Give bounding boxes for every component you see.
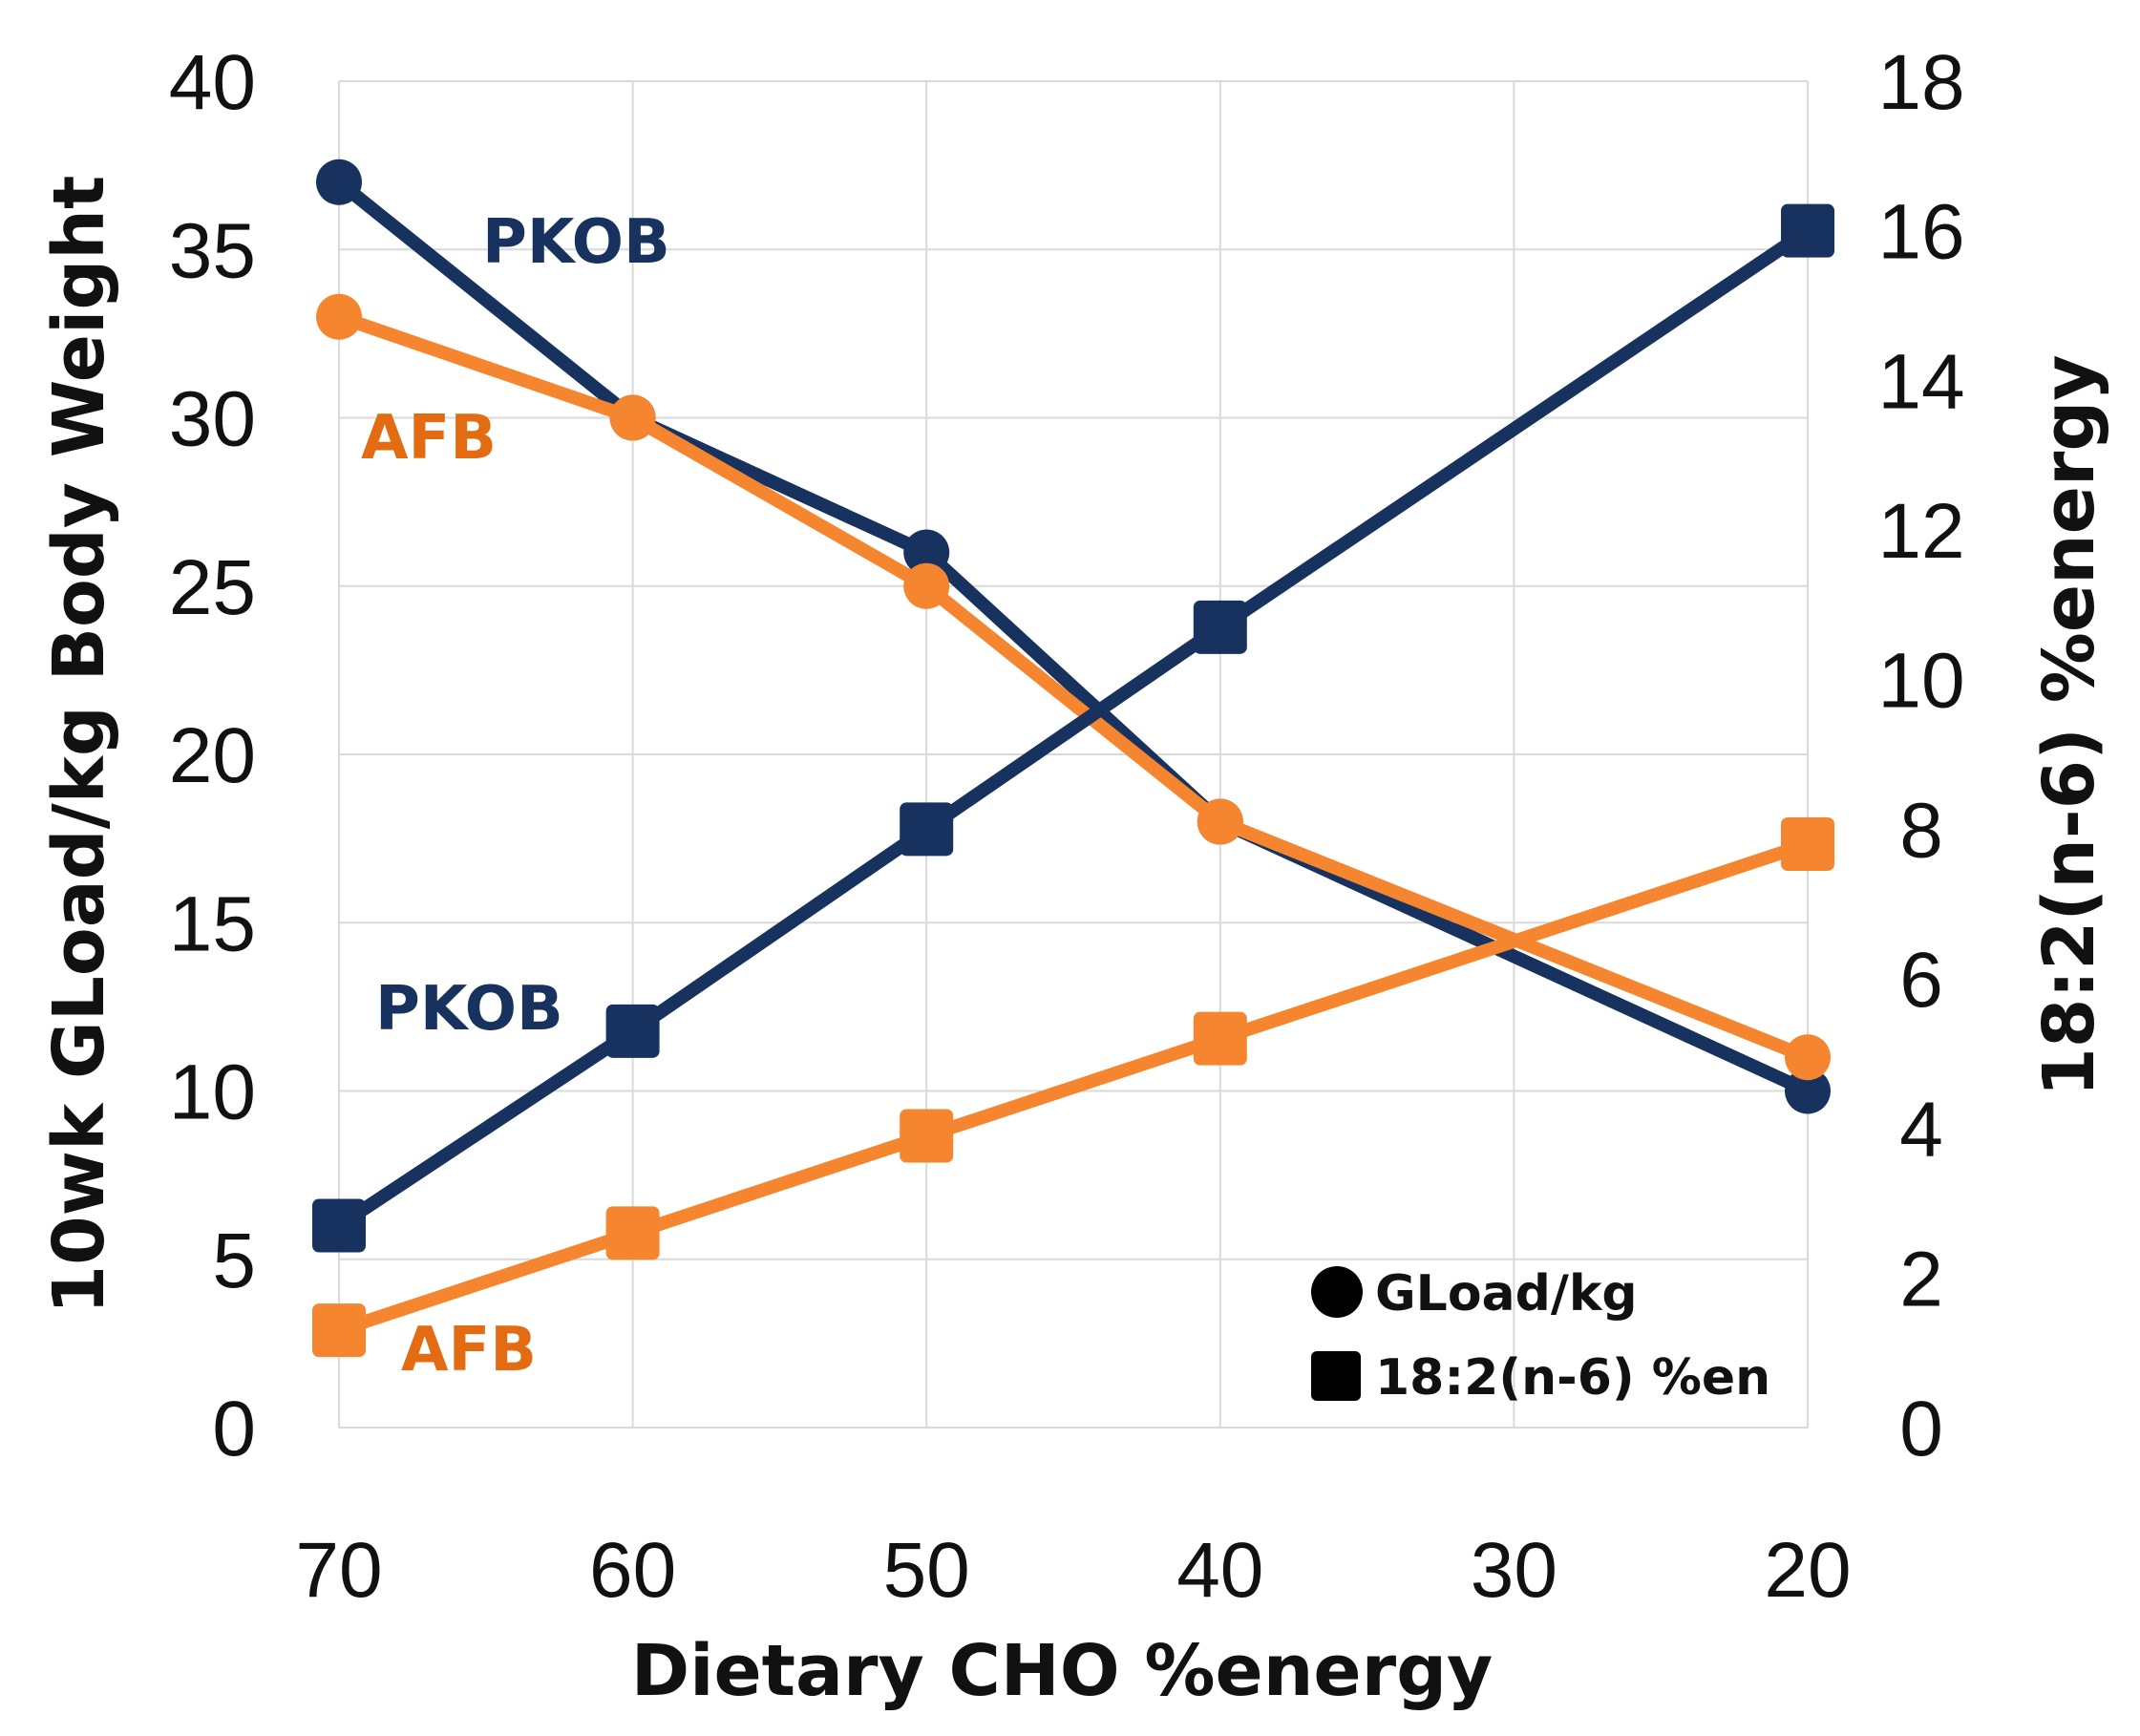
x-tick-label: 30 xyxy=(1471,1527,1557,1614)
tick-labels: 0 5 10 15 20 25 30 35 40 0 2 4 6 8 10 12 14 16 18 70 60 50 40 3… xyxy=(169,39,1965,1614)
data-point-circle xyxy=(316,293,362,340)
x-tick-label: 40 xyxy=(1176,1527,1263,1614)
label-afb-gload: AFB xyxy=(361,403,497,474)
right-y-tick-label: 2 xyxy=(1899,1236,1943,1323)
x-tick-label: 70 xyxy=(295,1527,382,1614)
data-point-circle xyxy=(903,562,950,609)
data-point-square xyxy=(900,802,954,857)
label-afb-linoleic: AFB xyxy=(401,1315,537,1386)
gridlines xyxy=(338,80,1809,1429)
left-y-axis-title: 10wk GLoad/kg Body Weight xyxy=(38,176,120,1315)
data-point-circle xyxy=(1785,1068,1831,1114)
right-y-tick-label: 4 xyxy=(1899,1087,1943,1174)
series-line xyxy=(334,177,1811,1097)
data-point-square xyxy=(1193,600,1247,654)
label-pkob-linoleic: PKOB xyxy=(375,974,563,1045)
data-point-circle xyxy=(1197,798,1243,845)
legend-label-linoleic: 18:2(n-6) %en xyxy=(1375,1349,1770,1407)
right-y-tick-label: 12 xyxy=(1877,488,1964,575)
legend-square-marker xyxy=(1311,1351,1361,1401)
right-y-tick-label: 18 xyxy=(1877,39,1964,126)
right-y-tick-label: 8 xyxy=(1899,787,1943,874)
data-point-circle xyxy=(609,394,656,441)
series-pkob-square xyxy=(312,203,1834,1253)
right-y-tick-label: 14 xyxy=(1877,338,1964,425)
left-y-tick-label: 30 xyxy=(169,376,256,463)
data-point-square xyxy=(312,1303,366,1358)
series-line xyxy=(335,224,1812,1232)
label-pkob-gload: PKOB xyxy=(482,207,670,278)
left-y-tick-label: 25 xyxy=(169,544,256,631)
right-y-tick-label: 0 xyxy=(1899,1386,1943,1472)
x-tick-label: 60 xyxy=(589,1527,676,1614)
right-y-axis-title: 18:2(n-6) %energy xyxy=(2028,354,2110,1096)
left-y-tick-label: 20 xyxy=(169,712,256,799)
data-point-square xyxy=(1193,1011,1247,1066)
left-y-tick-label: 35 xyxy=(169,207,256,294)
series-afb-square xyxy=(312,817,1834,1358)
x-tick-label: 50 xyxy=(883,1527,970,1614)
series-lines xyxy=(312,159,1834,1358)
left-y-tick-label: 5 xyxy=(212,1217,256,1304)
x-tick-label: 20 xyxy=(1764,1527,1851,1614)
data-point-circle xyxy=(316,159,362,205)
data-point-square xyxy=(1781,817,1834,871)
series-afb-circle xyxy=(316,293,1831,1081)
data-point-square xyxy=(900,1109,954,1163)
legend-label-gload: GLoad/kg xyxy=(1375,1265,1638,1323)
legend: GLoad/kg 18:2(n-6) %en xyxy=(1311,1265,1770,1407)
data-point-square xyxy=(312,1198,366,1253)
left-y-tick-label: 15 xyxy=(169,880,256,967)
data-point-circle xyxy=(903,529,950,576)
right-y-tick-label: 16 xyxy=(1877,189,1964,276)
data-point-square xyxy=(605,1004,660,1058)
left-y-tick-label: 10 xyxy=(169,1049,256,1136)
data-point-square xyxy=(1781,203,1834,258)
legend-circle-marker xyxy=(1311,1266,1363,1318)
left-y-tick-label: 0 xyxy=(212,1386,256,1472)
right-y-tick-label: 10 xyxy=(1877,638,1964,725)
left-y-tick-label: 40 xyxy=(169,39,256,126)
data-point-square xyxy=(605,1206,660,1260)
data-point-circle xyxy=(1785,1034,1831,1081)
x-axis-title: Dietary CHO %energy xyxy=(631,1630,1494,1712)
right-y-tick-label: 6 xyxy=(1899,937,1943,1024)
series-labels: PKOB AFB PKOB AFB xyxy=(361,207,670,1386)
